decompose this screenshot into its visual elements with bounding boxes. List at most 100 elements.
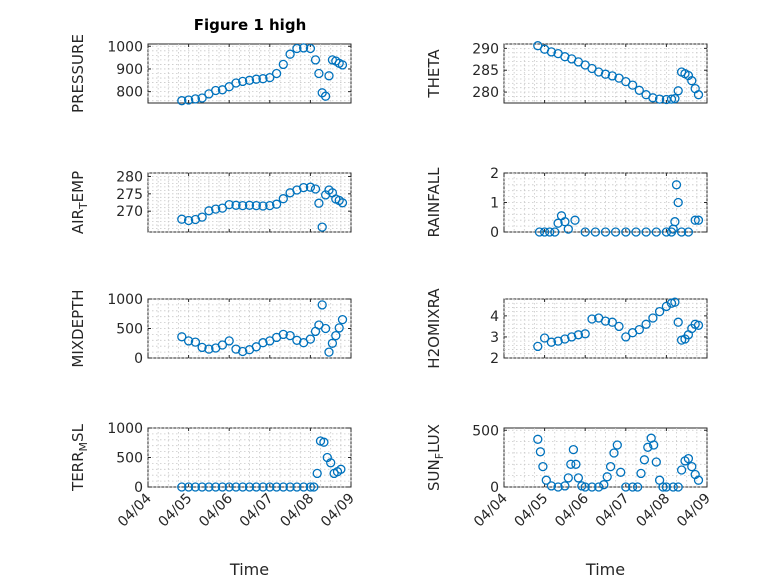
y-tick-label: 270 [116, 204, 143, 220]
data-point [265, 200, 275, 211]
data-point [271, 199, 282, 209]
data-point [621, 227, 631, 237]
y-tick-label: 1000 [107, 421, 143, 437]
data-point [683, 227, 694, 237]
y-tick-label: 2 [490, 166, 499, 182]
subplot-mixdepth: 0 500 1000 MIXDEPTH [69, 289, 352, 368]
data-point [177, 96, 187, 106]
y-tick-label: 3 [490, 330, 499, 346]
data-point [265, 482, 275, 492]
data-point [673, 86, 683, 96]
data-point [671, 180, 682, 190]
data-point [224, 336, 234, 346]
data-point [612, 440, 622, 450]
data-point [317, 222, 327, 232]
data-point [673, 197, 683, 208]
data-point [658, 482, 668, 492]
data-point [337, 198, 348, 208]
x-tick-label: 04/05 [512, 491, 552, 531]
data-point [251, 74, 261, 84]
data-point [183, 95, 194, 105]
data-point [231, 78, 241, 88]
y-axis-label: H2OMIXRA [425, 288, 443, 369]
data-point [224, 199, 234, 210]
x-tick-label: 04/04 [471, 490, 511, 530]
data-point [580, 482, 590, 492]
data-point [278, 329, 288, 340]
y-axis-label: THETA [425, 49, 443, 99]
data-point [639, 455, 650, 465]
data-point [693, 320, 704, 330]
data-point [670, 93, 680, 104]
data-point [666, 94, 677, 104]
data-point [217, 340, 228, 350]
data-point [292, 482, 302, 492]
data-point [673, 482, 683, 492]
data-point [649, 440, 659, 450]
y-tick-label: 1000 [107, 39, 143, 55]
data-point [265, 72, 275, 83]
data-point [605, 461, 616, 472]
data-point [244, 200, 255, 210]
data-point [337, 60, 348, 70]
data-point [317, 300, 327, 310]
data-point [587, 314, 597, 324]
data-point [560, 481, 570, 491]
data-point [690, 215, 700, 225]
data-point [607, 71, 617, 81]
data-series [533, 433, 704, 492]
subplot-sun-flux: 0 500 SUNFLUX 04/04 04/05 04/06 04/07 04/08 04/0… [425, 423, 714, 579]
data-point [535, 447, 546, 457]
data-point [183, 215, 194, 226]
y-tick-label: 1000 [107, 292, 143, 308]
data-point [670, 217, 680, 227]
data-point [314, 68, 324, 79]
x-axis-label: Time [229, 560, 269, 579]
data-point [177, 214, 187, 224]
figure-title: Figure 1 high [194, 16, 307, 34]
data-point [566, 459, 576, 469]
y-tick-label: 1 [490, 196, 499, 212]
data-point [211, 85, 221, 96]
data-point [211, 204, 221, 214]
data-point [621, 482, 631, 492]
data-point [190, 337, 201, 347]
data-point [238, 200, 248, 211]
data-point [693, 215, 704, 225]
data-point [643, 442, 653, 452]
y-tick-label: 500 [472, 423, 499, 439]
x-tick-label: 04/06 [552, 490, 592, 530]
subplot-terr-msl: 0 500 1000 TERRMSL 04/04 04/05 04/06 04/07 04/08… [69, 421, 358, 579]
data-series [177, 436, 346, 492]
data-point [651, 457, 661, 467]
data-point [641, 319, 651, 329]
data-point [224, 482, 234, 492]
data-point [553, 218, 563, 228]
data-point [197, 93, 207, 103]
data-point [238, 346, 248, 357]
data-point [614, 321, 624, 332]
data-point [231, 200, 241, 210]
data-point [676, 465, 687, 475]
y-tick-label: 0 [490, 225, 499, 241]
data-point [599, 480, 609, 490]
data-point [244, 482, 255, 492]
data-point [546, 481, 557, 491]
data-point [310, 55, 321, 65]
data-point [533, 341, 543, 352]
data-point [309, 482, 319, 492]
y-axis-label: AIRTEMP [69, 171, 90, 234]
data-point [670, 297, 680, 307]
data-point [204, 206, 214, 216]
data-point [594, 482, 604, 492]
x-tick-label: 04/09 [318, 491, 358, 531]
grid [147, 172, 352, 233]
data-point [668, 482, 678, 492]
data-point [546, 337, 557, 347]
data-point [693, 475, 704, 485]
data-point [654, 94, 665, 104]
data-point [305, 482, 316, 492]
data-point [336, 464, 346, 474]
